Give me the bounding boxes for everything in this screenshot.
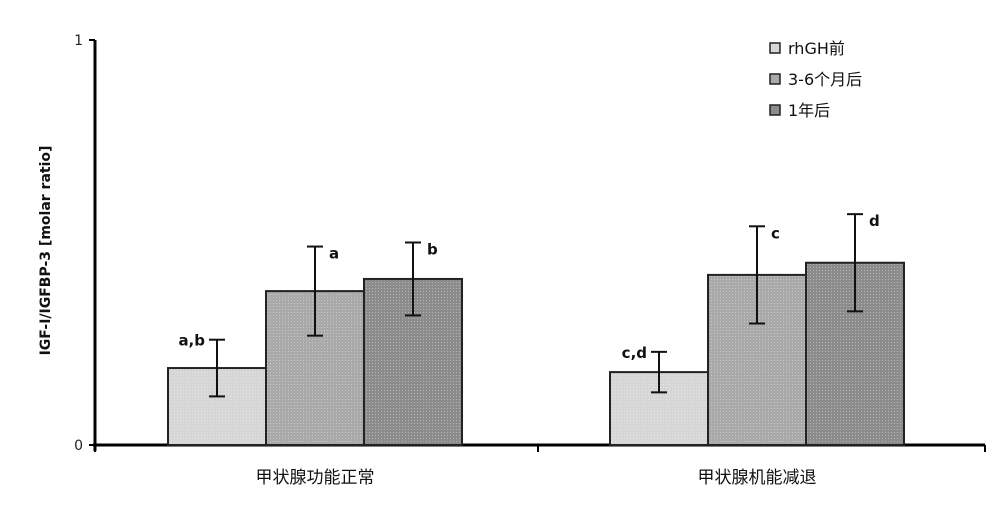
data-label: a	[329, 245, 339, 263]
legend-label: 1年后	[788, 101, 830, 120]
legend-label: 3-6个月后	[788, 70, 862, 89]
y-tick-label: 0	[74, 438, 83, 454]
x-category-label: 甲状腺功能正常	[256, 468, 375, 488]
data-label: c,d	[622, 344, 647, 362]
data-label: d	[869, 212, 880, 230]
data-label: c	[771, 224, 780, 242]
data-label: b	[427, 241, 438, 259]
legend-swatch	[769, 104, 781, 116]
y-tick-label: 1	[74, 33, 83, 49]
legend-label: rhGH前	[788, 39, 845, 58]
data-label: a,b	[178, 332, 205, 350]
legend-swatch	[769, 42, 781, 54]
legend-swatch	[769, 73, 781, 85]
x-category-label: 甲状腺机能减退	[698, 468, 817, 488]
y-axis-label: IGF-I/IGFBP-3 [molar ratio]	[38, 146, 54, 356]
